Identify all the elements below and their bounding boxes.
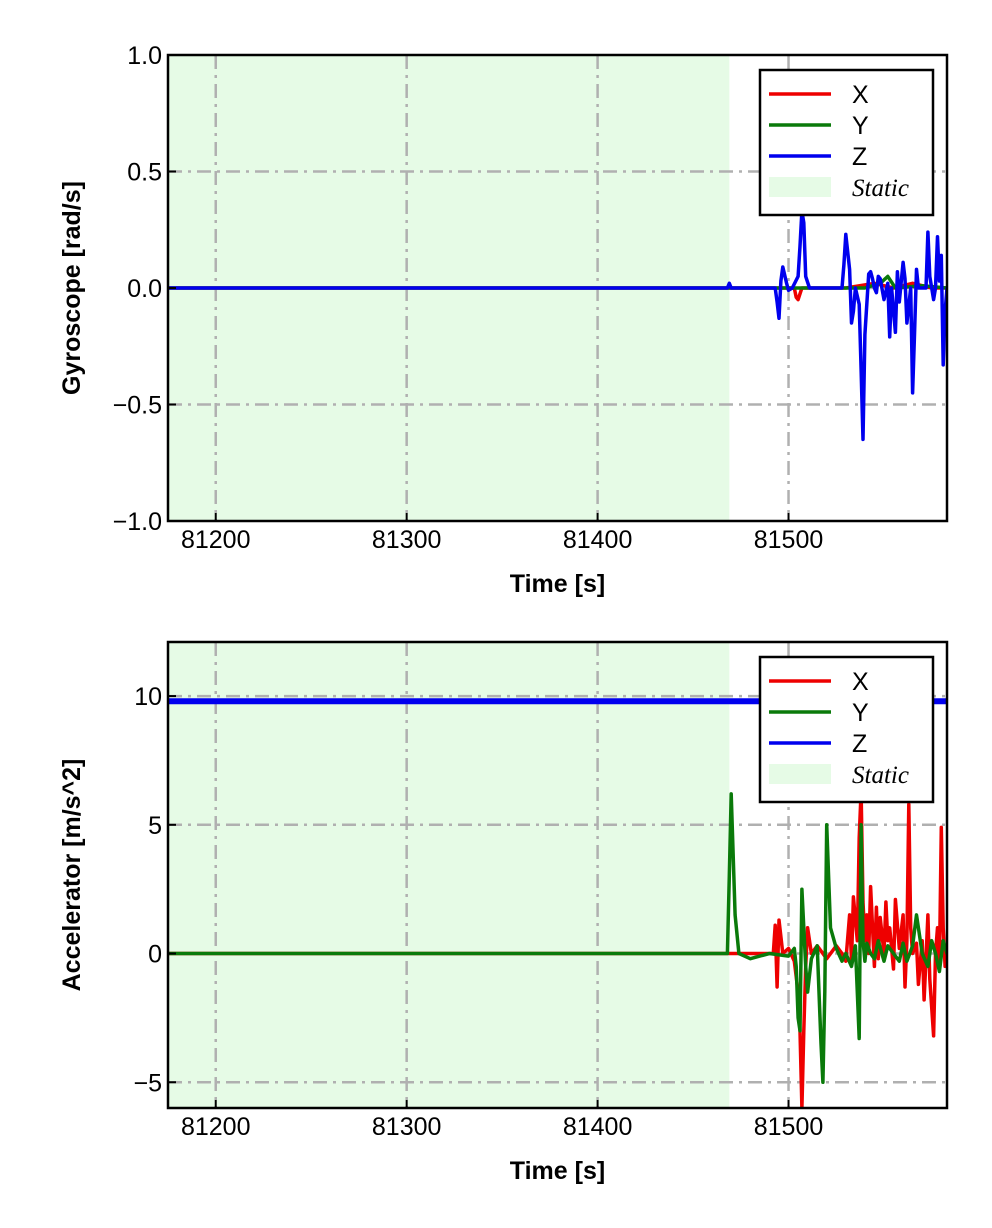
x-tick-label: 81500 bbox=[754, 1113, 824, 1141]
x-axis-label: Time [s] bbox=[510, 1157, 605, 1185]
axis-ticks: 81200 81300 81400 81500 −5 0 5 10 bbox=[133, 683, 823, 1141]
legend-label-z: Z bbox=[852, 143, 867, 171]
static-region bbox=[168, 642, 730, 1108]
series-line-x bbox=[168, 789, 947, 1108]
legend: XYZ Static bbox=[758, 655, 935, 804]
y-tick-label: 0.0 bbox=[127, 275, 162, 303]
x-tick-label: 81400 bbox=[563, 1113, 633, 1141]
axis-ticks: 81200 81300 81400 81500 −1.0 −0.5 0.0 0.5 1.0 bbox=[113, 42, 824, 554]
accelerator-chart: 81200 81300 81400 81500 −5 0 5 10 Accelerator [… bbox=[58, 640, 949, 1185]
legend-label-y: Y bbox=[852, 112, 869, 140]
y-axis-label: Gyroscope [rad/s] bbox=[58, 181, 86, 395]
y-tick-label: −0.5 bbox=[113, 392, 162, 420]
y-tick-label: 0 bbox=[148, 941, 162, 969]
y-tick-label: −5 bbox=[133, 1069, 162, 1097]
legend-label-z: Z bbox=[852, 730, 867, 758]
x-tick-label: 81300 bbox=[372, 1113, 442, 1141]
y-tick-label: 1.0 bbox=[127, 42, 162, 70]
series-line-y bbox=[168, 792, 947, 1085]
y-tick-label: 5 bbox=[148, 812, 162, 840]
y-axis-label: Accelerator [m/s^2] bbox=[58, 759, 86, 992]
legend-label-y: Y bbox=[852, 699, 869, 727]
series-lines bbox=[168, 209, 947, 442]
legend-label-x: X bbox=[852, 668, 869, 696]
x-tick-label: 81200 bbox=[181, 1113, 251, 1141]
y-tick-label: 0.5 bbox=[127, 159, 162, 187]
legend-swatch-static bbox=[769, 177, 831, 197]
legend-swatch-static bbox=[769, 764, 831, 784]
gyroscope-chart: 81200 81300 81400 81500 −1.0 −0.5 0.0 0.5 1.0 Gy… bbox=[58, 42, 949, 598]
x-tick-label: 81400 bbox=[563, 526, 633, 554]
x-tick-label: 81200 bbox=[181, 526, 251, 554]
series-line-z bbox=[168, 209, 947, 442]
plot-frame bbox=[166, 53, 949, 523]
x-tick-label: 81300 bbox=[372, 526, 442, 554]
y-tick-label: −1.0 bbox=[113, 508, 162, 536]
legend: XYZ Static bbox=[758, 68, 935, 217]
plot-frame bbox=[166, 640, 949, 1110]
x-axis-label: Time [s] bbox=[510, 570, 605, 598]
x-tick-label: 81500 bbox=[754, 526, 824, 554]
legend-label-x: X bbox=[852, 81, 869, 109]
y-tick-label: 10 bbox=[134, 683, 162, 711]
legend-label-static: Static bbox=[852, 762, 909, 789]
legend-label-static: Static bbox=[852, 175, 909, 202]
